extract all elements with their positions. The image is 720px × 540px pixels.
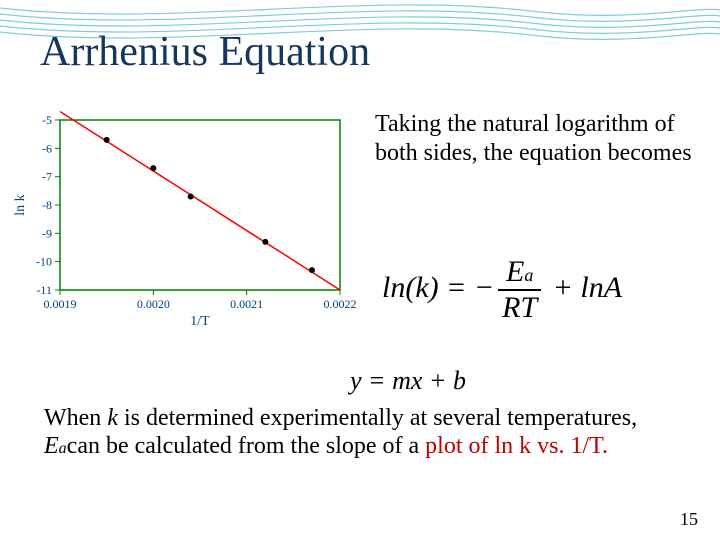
eq-minus: − xyxy=(474,271,494,304)
svg-text:-10: -10 xyxy=(36,255,52,269)
eq-rhs: lnA xyxy=(580,271,622,304)
linear-form: y = mx + b xyxy=(350,366,466,396)
body-paragraph: When k is determined experimentally at s… xyxy=(44,404,684,461)
svg-text:-8: -8 xyxy=(42,198,52,212)
svg-text:0.0020: 0.0020 xyxy=(137,297,170,311)
arrhenius-plot: -5 -6 -7 -8 -9 -10 -110.0019 0.0020 0.0021 0.0022… xyxy=(10,110,358,330)
svg-text:0.0022: 0.0022 xyxy=(324,297,357,311)
eq-equals: = xyxy=(439,271,474,304)
svg-text:-7: -7 xyxy=(42,170,52,184)
eq-plus: + xyxy=(545,271,580,304)
svg-text:-5: -5 xyxy=(42,113,52,127)
svg-text:-6: -6 xyxy=(42,141,52,155)
svg-text:0.0019: 0.0019 xyxy=(44,297,77,311)
eq-fraction: EaRT xyxy=(498,255,541,325)
eq-lhs: ln(k) xyxy=(382,271,439,304)
svg-text:ln k: ln k xyxy=(13,194,28,215)
slide-title: Arrhenius Equation xyxy=(40,28,370,76)
svg-text:-11: -11 xyxy=(36,283,52,297)
arrhenius-equation: ln(k) = −EaRT + lnA xyxy=(382,255,622,325)
svg-text:0.0021: 0.0021 xyxy=(230,297,263,311)
svg-text:1/T: 1/T xyxy=(190,314,210,329)
page-number: 15 xyxy=(680,509,698,530)
svg-text:-9: -9 xyxy=(42,226,52,240)
explanation-text: Taking the natural logarithm of both sid… xyxy=(375,110,695,168)
